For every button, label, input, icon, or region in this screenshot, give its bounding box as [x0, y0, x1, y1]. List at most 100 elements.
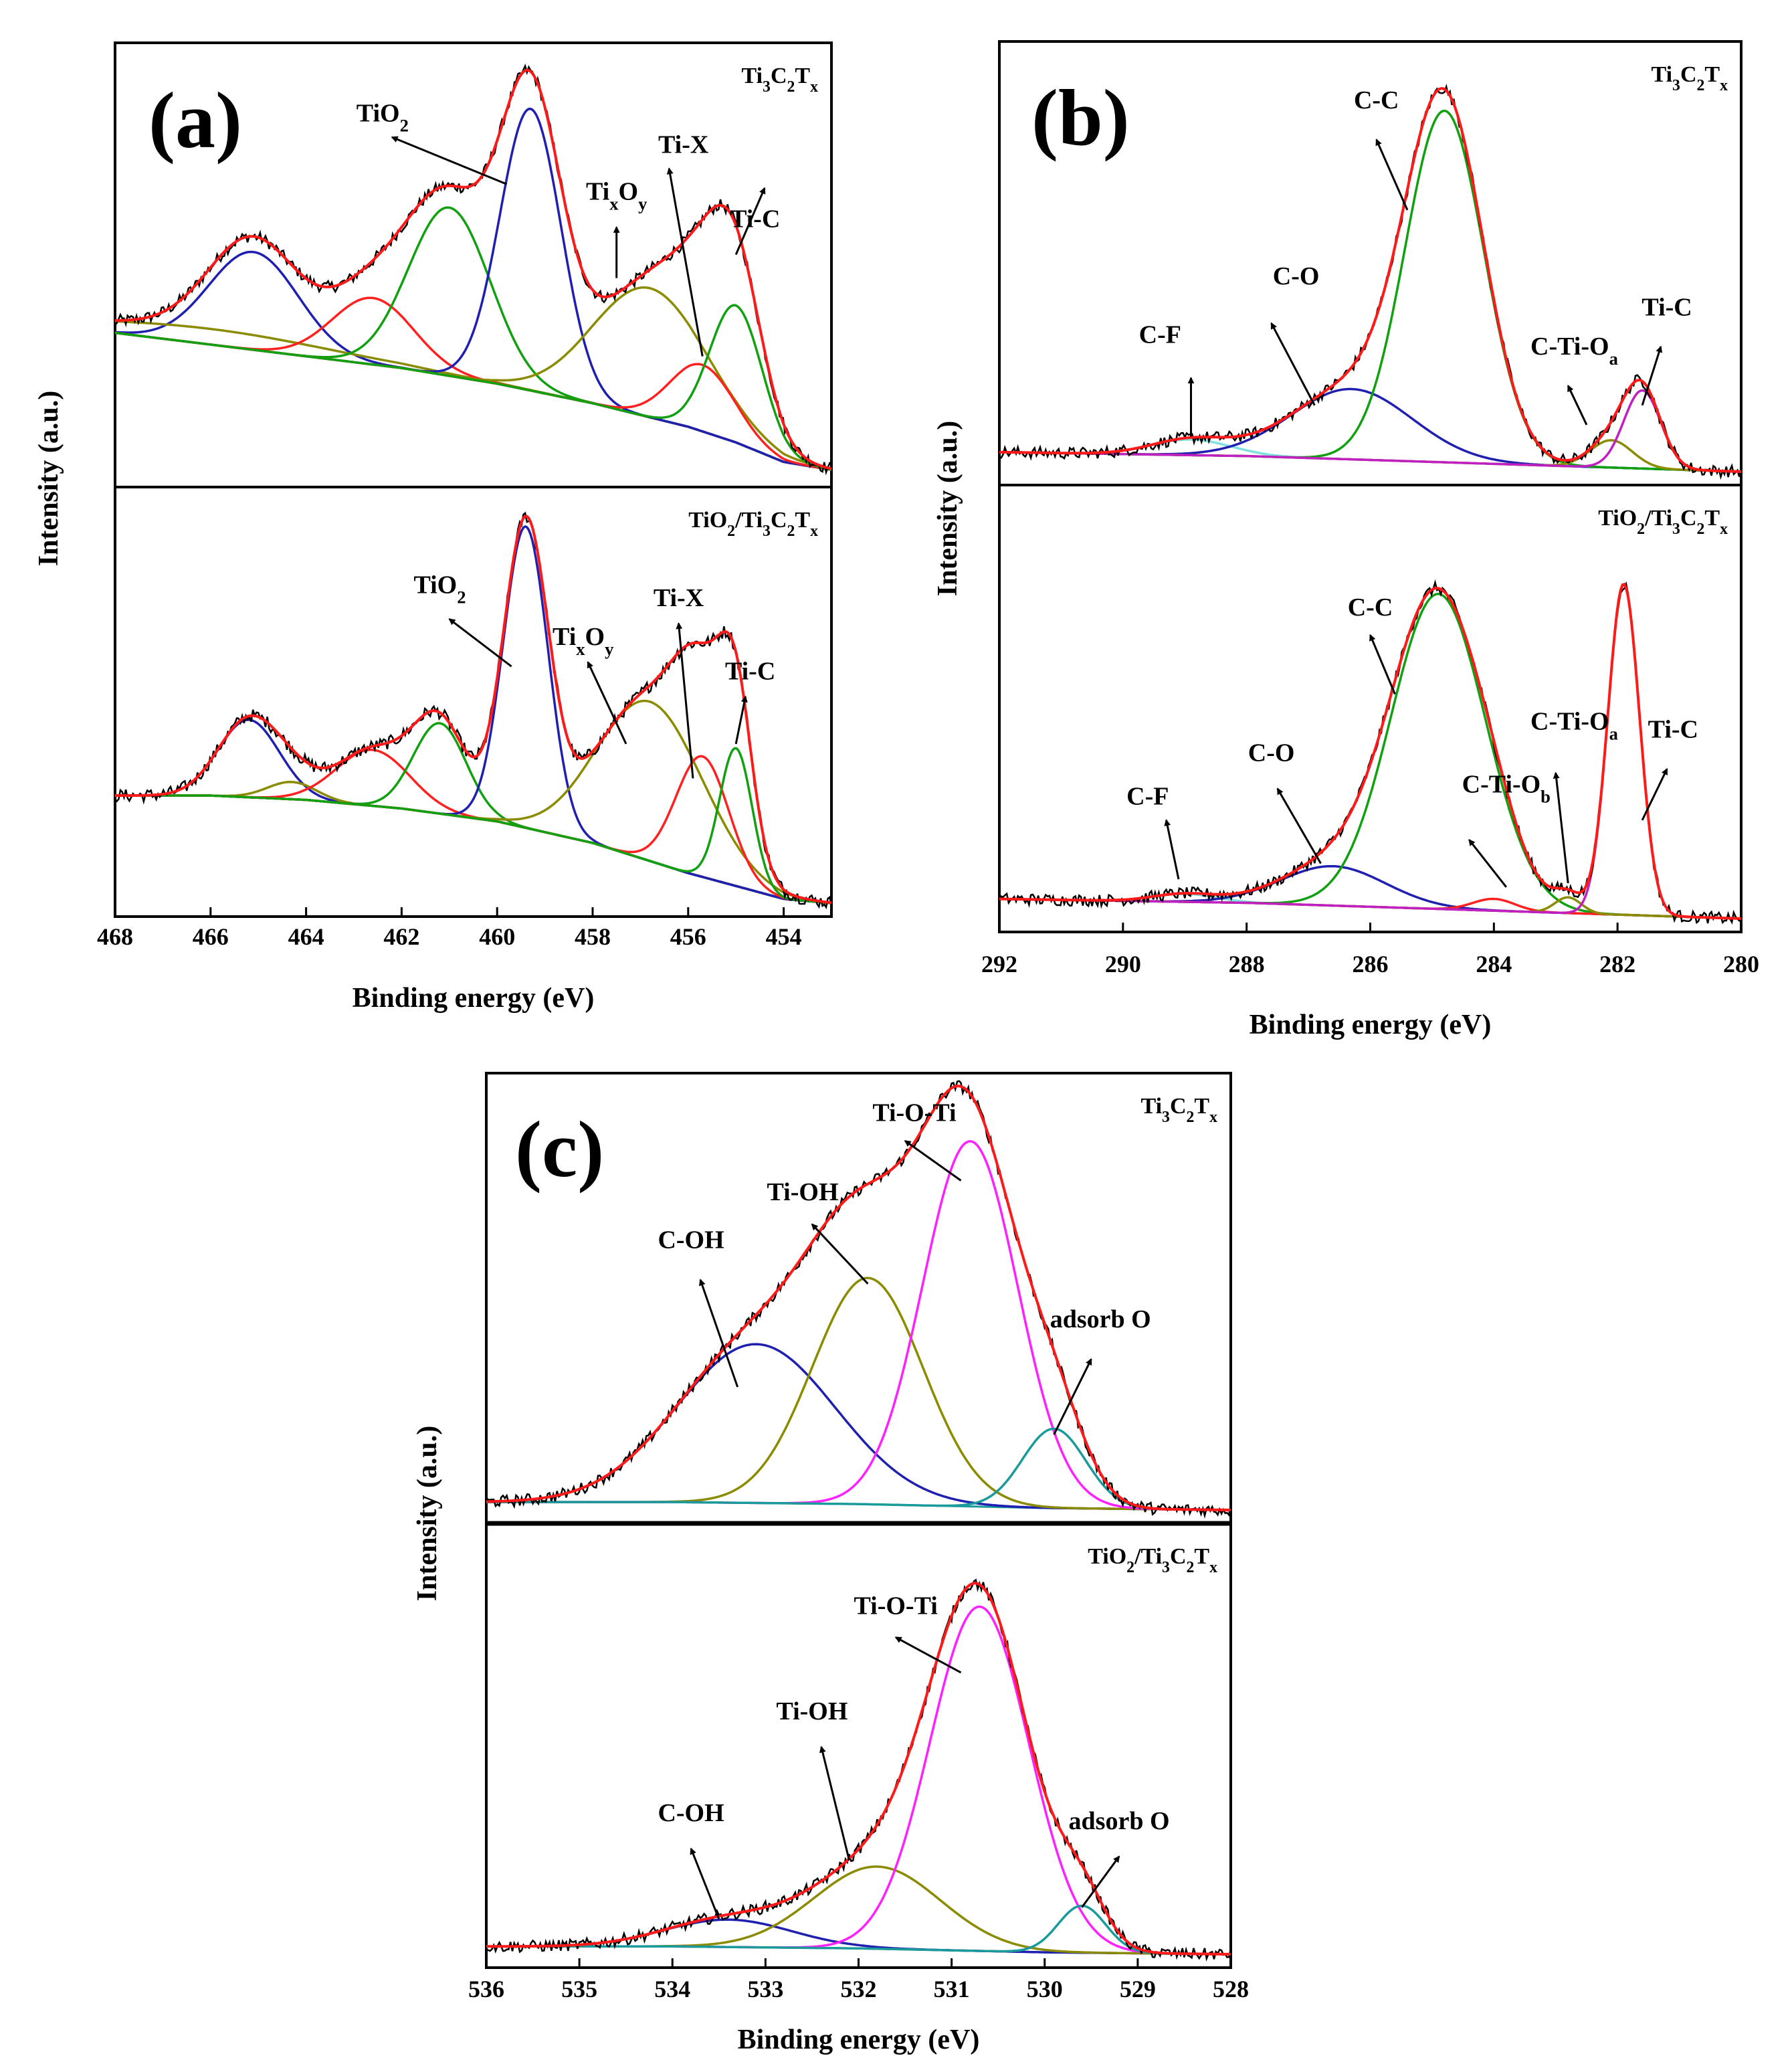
- x-tick-label: 533: [747, 1976, 783, 2002]
- sample-label: Ti3C2Tx: [1141, 1094, 1218, 1126]
- x-tick-label: 280: [1723, 951, 1759, 977]
- x-tick-label: 528: [1213, 1976, 1249, 2002]
- annotation-arrow: [676, 622, 694, 779]
- annotation-arrow: [734, 187, 766, 256]
- component-peak-1: [486, 1343, 1231, 1511]
- fit-envelope: [999, 582, 1742, 920]
- component-peak-6: [999, 583, 1742, 920]
- raw-spectrum: [998, 579, 1742, 925]
- peak-label: Ti-C: [730, 205, 780, 233]
- peak-label: Ti-X: [654, 584, 704, 612]
- annotation-arrow: [1468, 838, 1507, 888]
- annotation-arrow: [904, 1139, 962, 1182]
- annotation-arrow: [1270, 322, 1316, 406]
- peak-label: TixOy: [553, 623, 614, 659]
- panel-letter: (b): [1031, 73, 1130, 162]
- fit-envelope: [115, 514, 832, 905]
- annotation-arrow: [1641, 767, 1668, 821]
- component-peak-4: [999, 439, 1742, 473]
- component-peak-3: [999, 593, 1742, 920]
- baseline-curve: [114, 332, 832, 471]
- x-tick-label: 292: [981, 951, 1017, 977]
- peak-label: TiO2: [413, 571, 466, 607]
- component-peak-5: [115, 525, 832, 905]
- x-tick-label: 288: [1229, 951, 1265, 977]
- baseline-curve: [115, 794, 832, 905]
- component-peak-8: [115, 747, 832, 905]
- sample-label: Ti3C2Tx: [742, 64, 819, 96]
- x-tick-label: 534: [654, 1976, 690, 2002]
- annotation-arrow: [448, 618, 512, 668]
- peak-label: C-C: [1348, 593, 1393, 622]
- peak-label: Ti-OH: [776, 1697, 848, 1725]
- fit-envelope: [999, 87, 1742, 473]
- x-tick-label: 454: [766, 923, 802, 950]
- annotation-arrow: [1375, 138, 1409, 211]
- panel-frame: [114, 41, 833, 918]
- x-axis-title: Binding energy (eV): [1250, 1010, 1492, 1040]
- sample-label: TiO2/Ti3C2Tx: [1088, 1544, 1217, 1576]
- subplot-top: Ti3C2Tx TiO2 TixOy Ti-X Ti-C: [114, 63, 832, 476]
- x-tick-label: 460: [479, 923, 515, 950]
- x-tick-label: 536: [468, 1976, 504, 2002]
- peak-label: adsorb O: [1069, 1807, 1170, 1835]
- annotation-arrow: [1567, 385, 1588, 426]
- x-tick-label: 464: [288, 923, 324, 950]
- raw-spectrum: [114, 511, 833, 910]
- annotation-arrow: [1081, 1855, 1120, 1908]
- panel-letter: (a): [148, 76, 242, 165]
- x-tick-label: 284: [1476, 951, 1512, 977]
- peak-label: C-Ti-Ob: [1462, 771, 1551, 807]
- y-axis-title: Intensity (a.u.): [33, 391, 64, 567]
- peak-label: adsorb O: [1050, 1305, 1151, 1333]
- subplot-top: Ti3C2Tx C-F C-O C-C C-Ti-Oa Ti-C: [999, 62, 1743, 480]
- panel-c: Ti3C2Tx C-OH Ti-OH Ti-O-Ti adsorb O TiO2/Ti3C…: [412, 1072, 1249, 2055]
- annotation-arrow: [1164, 819, 1180, 880]
- peak-label: Ti-C: [1641, 293, 1692, 321]
- component-peak-4: [115, 722, 832, 905]
- annotation-arrow: [894, 1636, 962, 1674]
- x-tick-label: 468: [97, 923, 133, 950]
- component-peak-4: [486, 1904, 1231, 1956]
- peak-label: C-O: [1273, 262, 1320, 290]
- peak-label: C-Ti-Oa: [1530, 333, 1618, 369]
- subplot-top: Ti3C2Tx C-OH Ti-OH Ti-O-Ti adsorb O: [486, 1080, 1232, 1519]
- panel-a: Ti3C2Tx TiO2 TixOy Ti-X Ti-C TiO2/Ti3C2Tx TiO2…: [33, 41, 833, 1014]
- peak-label: C-O: [1248, 739, 1295, 767]
- peak-label: TiO2: [357, 100, 409, 136]
- peak-label: Ti-O-Ti: [872, 1099, 956, 1127]
- annotation-arrow: [1369, 634, 1396, 695]
- sample-label: Ti3C2Tx: [1652, 62, 1728, 94]
- x-tick-label: 282: [1599, 951, 1635, 977]
- component-peak-4: [114, 206, 832, 471]
- x-tick-label: 462: [383, 923, 419, 950]
- sample-label: TiO2/Ti3C2Tx: [688, 508, 818, 540]
- x-axis-title: Binding energy (eV): [738, 2025, 980, 2055]
- annotation-arrow: [698, 1279, 739, 1388]
- peak-label: Ti-X: [658, 130, 708, 159]
- component-peak-1: [115, 719, 832, 905]
- component-peak-2: [114, 320, 832, 471]
- peak-label: TixOy: [586, 178, 648, 214]
- component-peak-3: [486, 1605, 1231, 1956]
- peak-label: C-OH: [658, 1226, 724, 1254]
- annotation-arrow: [690, 1847, 720, 1919]
- component-peak-1: [999, 438, 1742, 473]
- x-tick-label: 458: [575, 923, 611, 950]
- component-peak-2: [486, 1865, 1231, 1956]
- x-tick-label: 529: [1120, 1976, 1156, 2002]
- annotation-arrow: [587, 661, 627, 745]
- x-tick-label: 532: [841, 1976, 877, 2002]
- annotation-arrow: [666, 167, 704, 357]
- peak-label: Ti-OH: [767, 1178, 839, 1206]
- subplot-bottom: TiO2/Ti3C2Tx C-F C-O C-C C-Ti-Ob C-Ti-Oa Ti-C: [998, 506, 1742, 925]
- y-axis-title: Intensity (a.u.): [412, 1426, 443, 1602]
- fit-envelope: [486, 1582, 1231, 1956]
- x-tick-label: 530: [1027, 1976, 1063, 2002]
- annotation-arrow: [1276, 787, 1322, 864]
- annotation-arrow: [1053, 1358, 1092, 1435]
- peak-label: C-F: [1126, 782, 1169, 810]
- sample-label: TiO2/Ti3C2Tx: [1598, 506, 1728, 538]
- annotation-arrow: [811, 1223, 869, 1285]
